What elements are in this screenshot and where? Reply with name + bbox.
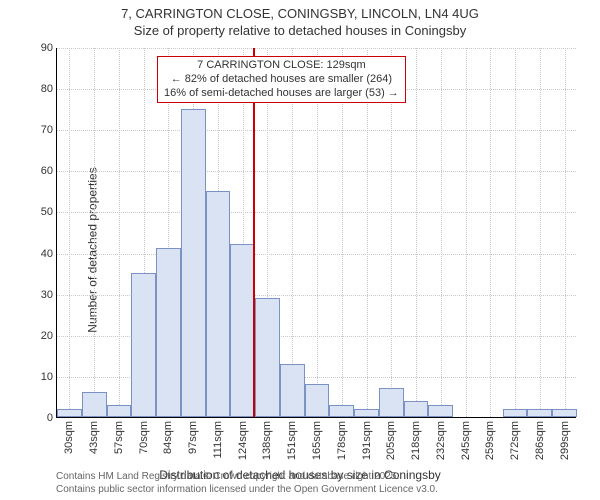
reference-vline xyxy=(253,48,255,417)
x-tick-label: 84sqm xyxy=(162,421,174,454)
attribution-line-1: Contains HM Land Registry data © Crown c… xyxy=(56,471,438,484)
histogram-bar xyxy=(503,409,528,417)
gridline-v xyxy=(367,48,368,417)
gridline-v xyxy=(565,48,566,417)
x-tick-label: 259sqm xyxy=(484,421,496,460)
gridline-v xyxy=(317,48,318,417)
histogram-bar xyxy=(428,405,453,417)
gridline-v xyxy=(515,48,516,417)
histogram-bar xyxy=(107,405,132,417)
y-tick-label: 80 xyxy=(41,83,53,95)
histogram-bar xyxy=(379,388,404,417)
y-tick-label: 40 xyxy=(41,248,53,260)
gridline-v xyxy=(119,48,120,417)
annotation-box: 7 CARRINGTON CLOSE: 129sqm← 82% of detac… xyxy=(157,56,406,103)
y-tick-label: 0 xyxy=(47,412,53,424)
gridline-v xyxy=(540,48,541,417)
x-tick-label: 245sqm xyxy=(460,421,472,460)
gridline-v xyxy=(69,48,70,417)
gridline-v xyxy=(292,48,293,417)
y-tick-label: 70 xyxy=(41,124,53,136)
gridline-v xyxy=(490,48,491,417)
y-tick-label: 50 xyxy=(41,206,53,218)
x-tick-label: 97sqm xyxy=(187,421,199,454)
y-tick-label: 30 xyxy=(41,289,53,301)
x-tick-label: 286sqm xyxy=(534,421,546,460)
histogram-bar xyxy=(57,409,82,417)
histogram-bar xyxy=(527,409,552,417)
title-block: 7, CARRINGTON CLOSE, CONINGSBY, LINCOLN,… xyxy=(0,0,600,44)
x-tick-label: 205sqm xyxy=(385,421,397,460)
annotation-line: ← 82% of detached houses are smaller (26… xyxy=(164,73,399,87)
histogram-bar xyxy=(329,405,354,417)
x-tick-label: 138sqm xyxy=(261,421,273,460)
plot-area: 010203040506070809030sqm43sqm57sqm70sqm8… xyxy=(56,48,576,418)
x-tick-label: 272sqm xyxy=(509,421,521,460)
y-tick-label: 20 xyxy=(41,330,53,342)
annotation-line: 7 CARRINGTON CLOSE: 129sqm xyxy=(164,59,399,73)
x-tick-label: 299sqm xyxy=(559,421,571,460)
histogram-bar xyxy=(305,384,330,417)
x-tick-label: 232sqm xyxy=(435,421,447,460)
x-tick-label: 30sqm xyxy=(63,421,75,454)
title-line-2: Size of property relative to detached ho… xyxy=(0,23,600,40)
y-tick-label: 10 xyxy=(41,371,53,383)
y-tick-label: 60 xyxy=(41,165,53,177)
x-tick-label: 218sqm xyxy=(410,421,422,460)
x-tick-label: 111sqm xyxy=(212,421,224,459)
attribution: Contains HM Land Registry data © Crown c… xyxy=(56,471,438,496)
plot-outer: 010203040506070809030sqm43sqm57sqm70sqm8… xyxy=(56,48,576,418)
x-tick-label: 57sqm xyxy=(113,421,125,454)
x-tick-label: 70sqm xyxy=(138,421,150,454)
gridline-v xyxy=(342,48,343,417)
annotation-line: 16% of semi-detached houses are larger (… xyxy=(164,87,399,101)
histogram-bar xyxy=(280,364,305,417)
gridline-v xyxy=(94,48,95,417)
x-tick-label: 124sqm xyxy=(237,421,249,460)
histogram-bar xyxy=(131,273,156,417)
histogram-bar xyxy=(181,109,206,417)
histogram-bar xyxy=(156,248,181,417)
histogram-bar xyxy=(206,191,231,417)
attribution-line-2: Contains public sector information licen… xyxy=(56,484,438,497)
histogram-bar xyxy=(82,392,107,417)
gridline-v xyxy=(416,48,417,417)
y-tick-label: 90 xyxy=(41,42,53,54)
x-tick-label: 43sqm xyxy=(88,421,100,454)
histogram-bar xyxy=(255,298,280,417)
gridline-v xyxy=(466,48,467,417)
title-line-1: 7, CARRINGTON CLOSE, CONINGSBY, LINCOLN,… xyxy=(0,6,600,23)
histogram-bar xyxy=(552,409,577,417)
histogram-bar xyxy=(404,401,429,417)
x-tick-label: 191sqm xyxy=(361,421,373,460)
x-tick-label: 178sqm xyxy=(336,421,348,460)
gridline-v xyxy=(441,48,442,417)
x-tick-label: 165sqm xyxy=(311,421,323,460)
histogram-bar xyxy=(230,244,255,417)
x-tick-label: 151sqm xyxy=(286,421,298,460)
chart-container: 7, CARRINGTON CLOSE, CONINGSBY, LINCOLN,… xyxy=(0,0,600,500)
gridline-v xyxy=(391,48,392,417)
histogram-bar xyxy=(354,409,379,417)
